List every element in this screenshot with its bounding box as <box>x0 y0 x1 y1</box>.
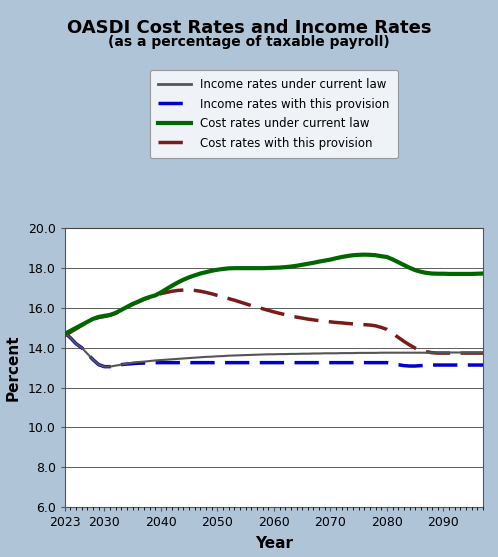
Text: OASDI Cost Rates and Income Rates: OASDI Cost Rates and Income Rates <box>67 19 431 37</box>
Y-axis label: Percent: Percent <box>6 334 21 401</box>
X-axis label: Year: Year <box>255 536 293 551</box>
Text: (as a percentage of taxable payroll): (as a percentage of taxable payroll) <box>108 35 390 49</box>
Legend: Income rates under current law, Income rates with this provision, Cost rates und: Income rates under current law, Income r… <box>150 70 398 158</box>
